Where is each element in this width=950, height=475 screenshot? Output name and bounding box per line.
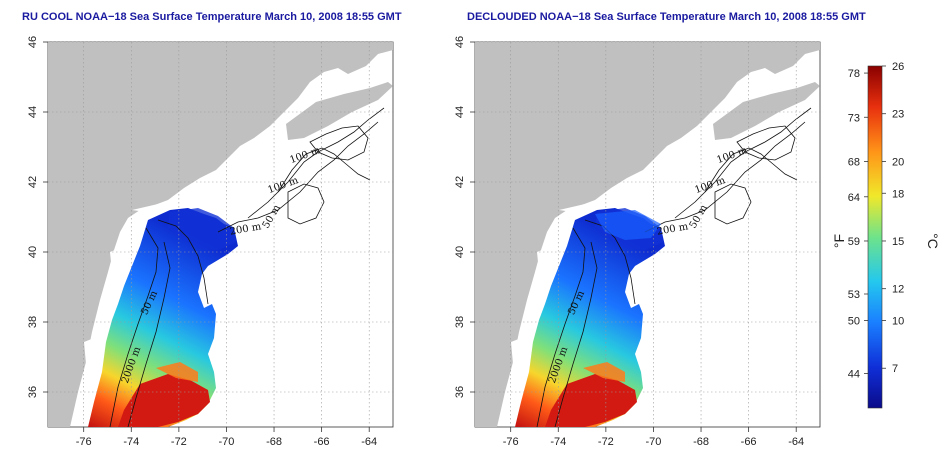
left-y-axis: 36 38 40 42 44 46 xyxy=(27,36,48,398)
colorbar-f-tick-label: 64 xyxy=(848,192,860,204)
fahrenheit-unit-label: °F xyxy=(831,234,847,248)
right-y-tick-label: 46 xyxy=(454,36,466,48)
left-y-tick-label: 42 xyxy=(27,176,39,188)
colorbar-c-tick-label: 10 xyxy=(892,316,904,328)
left-x-tick-label: -72 xyxy=(171,436,187,448)
colorbar-f-tick-label: 50 xyxy=(848,316,860,328)
right-y-tick-label: 36 xyxy=(454,386,466,398)
colorbar-f-tick-label: 73 xyxy=(848,112,860,124)
right-x-tick-label: -64 xyxy=(788,436,804,448)
left-x-tick-label: -64 xyxy=(361,436,377,448)
celsius-unit-label: °C xyxy=(925,233,941,249)
colorbar-f-tick-label: 68 xyxy=(848,156,860,168)
left-x-tick-label: -68 xyxy=(266,436,282,448)
left-panel-title: RU COOL NOAA−18 Sea Surface Temperature … xyxy=(22,11,402,23)
right-x-tick-label: -68 xyxy=(693,436,709,448)
left-x-axis: -76 -74 -72 -70 -68 -66 -64 xyxy=(76,427,377,448)
colorbar-f-tick-label: 44 xyxy=(848,369,860,381)
right-panel-title: DECLOUDED NOAA−18 Sea Surface Temperatur… xyxy=(467,11,866,23)
colorbar-c-tick-label: 12 xyxy=(892,284,904,296)
colorbar-c-tick-label: 15 xyxy=(892,236,904,248)
right-x-tick-label: -70 xyxy=(645,436,661,448)
colorbar-c-tick-label: 18 xyxy=(892,188,904,200)
left-x-tick-label: -76 xyxy=(76,436,92,448)
right-sst-image xyxy=(475,42,820,427)
colorbar-c-tick-label: 26 xyxy=(892,61,904,73)
colorbar-gradient xyxy=(867,65,883,409)
colorbar-c-tick-label: 7 xyxy=(892,363,898,375)
right-y-tick-label: 38 xyxy=(454,316,466,328)
left-y-tick-label: 40 xyxy=(27,246,39,258)
left-y-tick-label: 46 xyxy=(27,36,39,48)
left-y-tick-label: 44 xyxy=(27,106,39,118)
left-x-tick-label: -66 xyxy=(314,436,330,448)
left-grid xyxy=(48,41,393,427)
colorbar-f-tick-label: 53 xyxy=(848,289,860,301)
right-x-tick-label: -76 xyxy=(503,436,519,448)
right-y-tick-label: 42 xyxy=(454,176,466,188)
right-x-tick-label: -74 xyxy=(550,436,566,448)
left-y-tick-label: 38 xyxy=(27,316,39,328)
right-x-tick-label: -72 xyxy=(598,436,614,448)
right-x-tick-label: -66 xyxy=(741,436,757,448)
temperature-colorbar: 78 73 68 64 59 53 50 44 26 23 20 18 15 12 10 7 °F °C xyxy=(831,61,941,409)
right-y-tick-label: 40 xyxy=(454,246,466,258)
colorbar-c-tick-label: 23 xyxy=(892,109,904,121)
right-grid xyxy=(475,41,820,427)
colorbar-f-tick-label: 78 xyxy=(848,68,860,80)
right-y-tick-label: 44 xyxy=(454,106,466,118)
colorbar-celsius-ticks: 26 23 20 18 15 12 10 7 xyxy=(882,61,904,375)
left-x-tick-label: -70 xyxy=(218,436,234,448)
left-x-tick-label: -74 xyxy=(123,436,139,448)
left-y-tick-label: 36 xyxy=(27,386,39,398)
right-y-axis: 36 38 40 42 44 46 xyxy=(454,36,475,398)
colorbar-c-tick-label: 20 xyxy=(892,156,904,168)
right-x-axis: -76 -74 -72 -70 -68 -66 -64 xyxy=(503,427,804,448)
colorbar-fahrenheit-ticks: 78 73 68 64 59 53 50 44 xyxy=(848,68,868,381)
colorbar-f-tick-label: 59 xyxy=(848,236,860,248)
